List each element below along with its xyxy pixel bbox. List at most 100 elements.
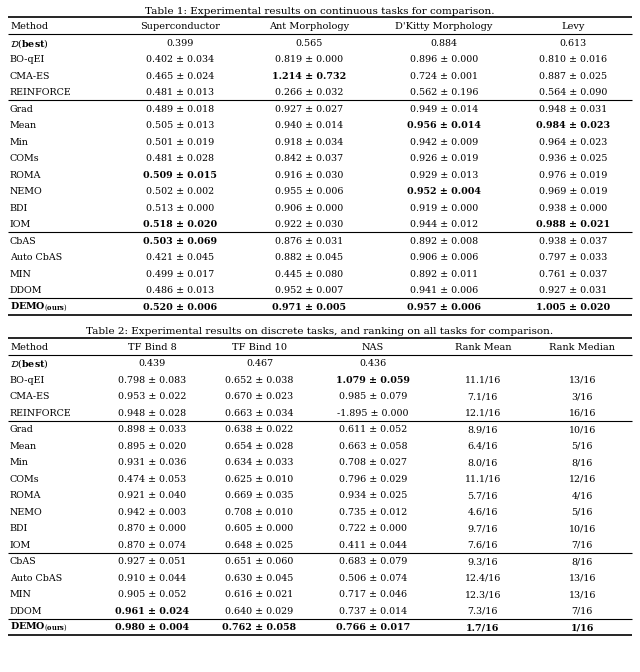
Text: 0.938 ± 0.037: 0.938 ± 0.037	[539, 237, 607, 245]
Text: 12.1/16: 12.1/16	[465, 409, 501, 417]
Text: 0.892 ± 0.008: 0.892 ± 0.008	[410, 237, 478, 245]
Text: CbAS: CbAS	[10, 237, 36, 245]
Text: DDOM: DDOM	[10, 286, 42, 295]
Text: MIN: MIN	[10, 590, 32, 599]
Text: 9.3/16: 9.3/16	[468, 557, 498, 566]
Text: 0.988 ± 0.021: 0.988 ± 0.021	[536, 220, 611, 229]
Text: COMs: COMs	[10, 474, 40, 484]
Text: 12.4/16: 12.4/16	[465, 574, 501, 583]
Text: 0.956 ± 0.014: 0.956 ± 0.014	[407, 121, 481, 130]
Text: ROMA: ROMA	[10, 171, 42, 179]
Text: 0.942 ± 0.003: 0.942 ± 0.003	[118, 507, 186, 517]
Text: CMA-ES: CMA-ES	[10, 72, 51, 81]
Text: 10/16: 10/16	[569, 524, 596, 533]
Text: 0.654 ± 0.028: 0.654 ± 0.028	[225, 442, 294, 450]
Text: 0.509 ± 0.015: 0.509 ± 0.015	[143, 171, 217, 179]
Text: 11.1/16: 11.1/16	[465, 376, 501, 384]
Text: 0.896 ± 0.000: 0.896 ± 0.000	[410, 55, 478, 64]
Text: 0.948 ± 0.028: 0.948 ± 0.028	[118, 409, 186, 417]
Text: Grad: Grad	[10, 425, 34, 434]
Text: 0.948 ± 0.031: 0.948 ± 0.031	[540, 105, 607, 114]
Text: 0.810 ± 0.016: 0.810 ± 0.016	[540, 55, 607, 64]
Text: Rank Mean: Rank Mean	[454, 343, 511, 352]
Text: 0.634 ± 0.033: 0.634 ± 0.033	[225, 458, 294, 467]
Text: Grad: Grad	[10, 105, 34, 114]
Text: 0.934 ± 0.025: 0.934 ± 0.025	[339, 491, 407, 500]
Text: MIN: MIN	[10, 269, 32, 279]
Text: 11.1/16: 11.1/16	[465, 474, 501, 484]
Text: Superconductor: Superconductor	[140, 22, 220, 32]
Text: 0.938 ± 0.000: 0.938 ± 0.000	[540, 204, 607, 212]
Text: 13/16: 13/16	[569, 590, 596, 599]
Text: TF Bind 8: TF Bind 8	[128, 343, 177, 352]
Text: 0.870 ± 0.000: 0.870 ± 0.000	[118, 524, 186, 533]
Text: IOM: IOM	[10, 540, 31, 550]
Text: 0.931 ± 0.036: 0.931 ± 0.036	[118, 458, 186, 467]
Text: 0.737 ± 0.014: 0.737 ± 0.014	[339, 607, 407, 616]
Text: 4.6/16: 4.6/16	[468, 507, 498, 517]
Text: 0.941 ± 0.006: 0.941 ± 0.006	[410, 286, 478, 295]
Text: 0.898 ± 0.033: 0.898 ± 0.033	[118, 425, 186, 434]
Text: 0.670 ± 0.023: 0.670 ± 0.023	[225, 392, 294, 401]
Text: BO-qEI: BO-qEI	[10, 376, 45, 384]
Text: 0.819 ± 0.000: 0.819 ± 0.000	[275, 55, 343, 64]
Text: NEMO: NEMO	[10, 187, 43, 196]
Text: 0.505 ± 0.013: 0.505 ± 0.013	[146, 121, 214, 130]
Text: 0.708 ± 0.027: 0.708 ± 0.027	[339, 458, 407, 467]
Text: 0.921 ± 0.040: 0.921 ± 0.040	[118, 491, 186, 500]
Text: NEMO: NEMO	[10, 507, 43, 517]
Text: 0.926 ± 0.019: 0.926 ± 0.019	[410, 154, 478, 163]
Text: 13/16: 13/16	[569, 376, 596, 384]
Text: ROMA: ROMA	[10, 491, 42, 500]
Text: 0.949 ± 0.014: 0.949 ± 0.014	[410, 105, 478, 114]
Text: 0.884: 0.884	[431, 38, 458, 48]
Text: NAS: NAS	[362, 343, 384, 352]
Text: 8/16: 8/16	[572, 458, 593, 467]
Text: 0.436: 0.436	[360, 359, 387, 368]
Text: -1.895 ± 0.000: -1.895 ± 0.000	[337, 409, 409, 417]
Text: 6.4/16: 6.4/16	[468, 442, 498, 450]
Text: 0.955 ± 0.006: 0.955 ± 0.006	[275, 187, 343, 196]
Text: $\mathcal{D}$($\mathbf{best}$): $\mathcal{D}$($\mathbf{best}$)	[10, 36, 49, 50]
Text: 10/16: 10/16	[569, 425, 596, 434]
Text: Min: Min	[10, 138, 29, 146]
Text: 0.952 ± 0.007: 0.952 ± 0.007	[275, 286, 343, 295]
Text: 0.961 ± 0.024: 0.961 ± 0.024	[115, 607, 189, 616]
Text: BO-qEI: BO-qEI	[10, 55, 45, 64]
Text: 0.445 ± 0.080: 0.445 ± 0.080	[275, 269, 343, 279]
Text: 0.984 ± 0.023: 0.984 ± 0.023	[536, 121, 611, 130]
Text: 0.266 ± 0.032: 0.266 ± 0.032	[275, 88, 343, 97]
Text: 8.0/16: 8.0/16	[468, 458, 498, 467]
Text: 0.722 ± 0.000: 0.722 ± 0.000	[339, 524, 407, 533]
Text: 0.411 ± 0.044: 0.411 ± 0.044	[339, 540, 407, 550]
Text: 0.474 ± 0.053: 0.474 ± 0.053	[118, 474, 186, 484]
Text: 0.630 ± 0.045: 0.630 ± 0.045	[225, 574, 294, 583]
Text: CbAS: CbAS	[10, 557, 36, 566]
Text: 5/16: 5/16	[572, 442, 593, 450]
Text: 0.929 ± 0.013: 0.929 ± 0.013	[410, 171, 478, 179]
Text: 0.564 ± 0.090: 0.564 ± 0.090	[539, 88, 607, 97]
Text: 0.761 ± 0.037: 0.761 ± 0.037	[540, 269, 607, 279]
Text: 0.611 ± 0.052: 0.611 ± 0.052	[339, 425, 407, 434]
Text: Method: Method	[10, 343, 48, 352]
Text: 0.663 ± 0.058: 0.663 ± 0.058	[339, 442, 407, 450]
Text: 0.717 ± 0.046: 0.717 ± 0.046	[339, 590, 407, 599]
Text: 0.613: 0.613	[560, 38, 587, 48]
Text: 0.927 ± 0.051: 0.927 ± 0.051	[118, 557, 186, 566]
Text: Table 1: Experimental results on continuous tasks for comparison.: Table 1: Experimental results on continu…	[145, 7, 495, 16]
Text: 5.7/16: 5.7/16	[468, 491, 498, 500]
Text: 0.910 ± 0.044: 0.910 ± 0.044	[118, 574, 186, 583]
Text: BDI: BDI	[10, 204, 28, 212]
Text: $\mathbf{DEMO}_{(\mathbf{ours})}$: $\mathbf{DEMO}_{(\mathbf{ours})}$	[10, 300, 68, 314]
Text: 0.927 ± 0.027: 0.927 ± 0.027	[275, 105, 343, 114]
Text: 0.936 ± 0.025: 0.936 ± 0.025	[539, 154, 607, 163]
Text: 8/16: 8/16	[572, 557, 593, 566]
Text: Method: Method	[10, 22, 48, 32]
Text: 0.683 ± 0.079: 0.683 ± 0.079	[339, 557, 407, 566]
Text: 3/16: 3/16	[572, 392, 593, 401]
Text: 0.439: 0.439	[138, 359, 166, 368]
Text: 7/16: 7/16	[572, 540, 593, 550]
Text: 0.796 ± 0.029: 0.796 ± 0.029	[339, 474, 407, 484]
Text: 0.506 ± 0.074: 0.506 ± 0.074	[339, 574, 407, 583]
Text: 0.625 ± 0.010: 0.625 ± 0.010	[225, 474, 294, 484]
